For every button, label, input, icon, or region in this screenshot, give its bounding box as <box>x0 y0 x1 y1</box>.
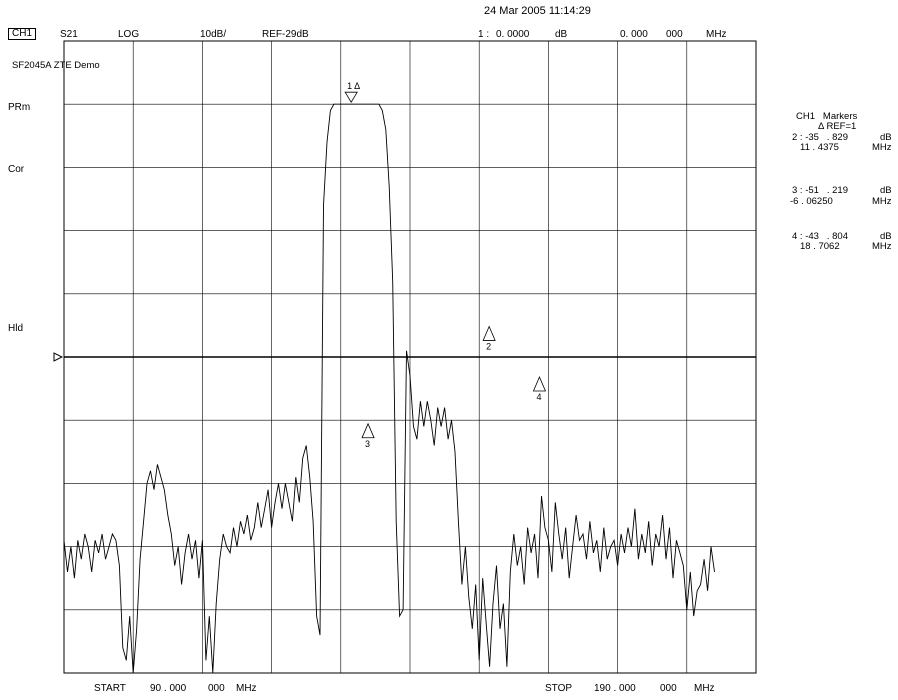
marker-2-unit: dB <box>880 132 892 143</box>
trace-markers: 1 Δ 2 3 4 <box>344 81 547 449</box>
marker-4-unit: dB <box>880 231 892 242</box>
marker-1: 1 Δ <box>344 81 360 103</box>
marker-4-freq: 18 . 7062 <box>800 241 840 252</box>
marker-3-unit: dB <box>880 185 892 196</box>
stop-value: 190 . 000 <box>594 683 636 694</box>
scale-label: 10dB/ <box>200 29 227 40</box>
start-label: START <box>94 683 126 694</box>
reference-level-arrow-icon <box>53 352 64 362</box>
start-value-2: 000 <box>208 683 225 694</box>
start-value: 90 . 000 <box>150 683 187 694</box>
hold-label: Hld <box>8 323 24 334</box>
correction-label: Cor <box>8 164 25 175</box>
marker-4-triangle-icon <box>532 376 547 392</box>
s21-trace <box>63 103 715 674</box>
marker-4-label: 4 <box>536 392 541 402</box>
marker-frequency: 0. 000 <box>620 29 648 40</box>
marker-3-freq: -6 . 06250 <box>790 196 833 207</box>
datetime: 24 Mar 2005 11:14:29 <box>484 5 591 17</box>
marker-4: 4 <box>532 376 547 402</box>
marker-2-triangle-icon <box>482 325 496 341</box>
marker-4-value: 4 : -43 . 804 <box>792 231 848 242</box>
marker-3-triangle-icon <box>361 422 375 439</box>
marker-frequency-unit: MHz <box>706 29 727 40</box>
marker-3-label: 3 <box>365 439 370 449</box>
marker-3-value: 3 : -51 . 219 <box>792 185 848 196</box>
marker-4-freq-unit: MHz <box>872 241 892 252</box>
channel-indicator[interactable]: CH1 <box>8 28 37 40</box>
power-ranged-label: PRm <box>8 102 31 113</box>
grid <box>63 40 757 674</box>
parameter-label: S21 <box>60 29 78 40</box>
reference-label: REF-29dB <box>262 29 309 40</box>
marker-panel-title: CH1 Markers <box>796 111 858 122</box>
marker-2-label: 2 <box>486 341 491 351</box>
marker-unit: dB <box>555 29 568 40</box>
marker-index: 1 : <box>478 29 490 40</box>
marker-1-triangle-icon <box>344 91 358 103</box>
stop-label: STOP <box>545 683 573 694</box>
marker-value: 0. 0000 <box>496 29 530 40</box>
marker-panel-ref: Δ REF=1 <box>818 121 857 132</box>
marker-frequency-2: 000 <box>666 29 683 40</box>
device-title: SF2045A ZTE Demo <box>12 60 100 71</box>
format-label: LOG <box>118 29 140 40</box>
marker-1-label: 1 Δ <box>347 81 360 91</box>
marker-2: 2 <box>482 325 496 351</box>
marker-2-freq-unit: MHz <box>872 142 892 153</box>
marker-2-value: 2 : -35 . 829 <box>792 132 848 143</box>
stop-value-2: 000 <box>660 683 677 694</box>
marker-3-freq-unit: MHz <box>872 196 892 207</box>
marker-3: 3 <box>361 422 375 449</box>
marker-2-freq: 11 . 4375 <box>800 142 839 153</box>
start-unit: MHz <box>236 683 257 694</box>
stop-unit: MHz <box>694 683 715 694</box>
